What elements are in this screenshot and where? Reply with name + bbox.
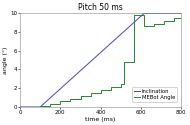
MEBot Angle: [89, 92, 92, 94]
MEBot Angle: [59, 101, 62, 102]
MEBot Angle: [180, 17, 182, 19]
MEBot Angle: [133, 14, 135, 16]
Inclination: [180, 12, 182, 14]
MEBot Angle: [39, 106, 41, 108]
MEBot Angle: [173, 17, 175, 19]
MEBot Angle: [89, 95, 92, 96]
MEBot Angle: [163, 20, 165, 21]
MEBot Angle: [120, 86, 122, 88]
MEBot Angle: [69, 101, 72, 102]
X-axis label: time (ms): time (ms): [86, 116, 116, 121]
MEBot Angle: [123, 61, 125, 63]
MEBot Angle: [123, 84, 125, 85]
Inclination: [19, 106, 21, 108]
MEBot Angle: [19, 106, 21, 108]
MEBot Angle: [59, 103, 62, 105]
Title: Pitch 50 ms: Pitch 50 ms: [78, 4, 123, 13]
MEBot Angle: [49, 103, 51, 105]
Inclination: [39, 106, 41, 108]
MEBot Angle: [143, 26, 145, 27]
MEBot Angle: [153, 26, 155, 27]
MEBot Angle: [110, 89, 112, 91]
MEBot Angle: [163, 23, 165, 24]
MEBot Angle: [173, 20, 175, 21]
MEBot Angle: [69, 98, 72, 99]
MEBot Angle: [100, 92, 102, 94]
MEBot Angle: [143, 14, 145, 16]
MEBot Angle: [100, 89, 102, 91]
MEBot Angle: [133, 61, 135, 63]
MEBot Angle: [120, 84, 122, 85]
MEBot Angle: [49, 105, 51, 106]
Legend: Inclination, MEBot Angle: Inclination, MEBot Angle: [131, 87, 177, 102]
MEBot Angle: [79, 98, 82, 99]
Inclination: [143, 12, 145, 14]
MEBot Angle: [79, 95, 82, 96]
MEBot Angle: [153, 23, 155, 24]
MEBot Angle: [39, 105, 41, 106]
Line: Inclination: Inclination: [20, 13, 181, 107]
Line: MEBot Angle: MEBot Angle: [20, 15, 181, 107]
MEBot Angle: [110, 86, 112, 88]
Y-axis label: angle (°): angle (°): [3, 46, 9, 74]
